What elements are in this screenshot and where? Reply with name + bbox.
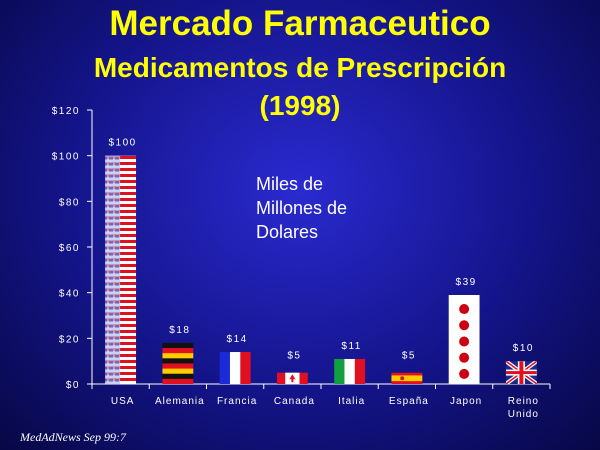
x-tick-label: Alemania xyxy=(155,396,205,407)
bar-francia xyxy=(219,352,251,384)
bar-value-label: $11 xyxy=(341,341,361,352)
y-tick-label: $120 xyxy=(52,106,80,117)
bar-value-label: $100 xyxy=(109,138,137,149)
chart-subtitle: Medicamentos de Prescripción xyxy=(93,52,507,83)
bar-value-label: $10 xyxy=(513,343,534,354)
y-tick-label: $40 xyxy=(59,289,80,300)
bar-value-label: $5 xyxy=(402,351,416,362)
y-tick-label: $80 xyxy=(59,197,80,208)
bar-value-label: $5 xyxy=(287,351,301,362)
y-tick-label: $20 xyxy=(59,334,80,345)
bar-usa xyxy=(105,155,137,384)
x-tick-label: Unido xyxy=(508,409,539,420)
bar-alemania xyxy=(162,342,194,384)
y-tick-label: $0 xyxy=(66,380,80,391)
chart-title: Mercado Farmaceutico xyxy=(109,4,491,43)
bar-reino-unido xyxy=(505,361,537,384)
units-line-2: Millones de xyxy=(256,198,348,218)
bar-italia xyxy=(334,358,366,384)
y-tick-label: $60 xyxy=(59,243,80,254)
units-note: Miles de Millones de Dolares xyxy=(256,172,347,244)
x-tick-label: España xyxy=(389,396,429,407)
x-tick-label: Canada xyxy=(274,396,315,407)
x-tick-label: Japon xyxy=(450,396,482,407)
chart-year: (1998) xyxy=(259,90,341,121)
bar-value-label: $18 xyxy=(169,325,190,336)
units-line-1: Miles de xyxy=(256,174,324,194)
x-tick-label: USA xyxy=(111,396,135,407)
x-tick-label: Reino xyxy=(508,396,539,407)
x-tick-label: Francia xyxy=(217,396,257,407)
bar-canada xyxy=(276,372,308,384)
bar-japon xyxy=(448,294,480,384)
y-tick-label: $100 xyxy=(52,152,80,163)
bar-value-label: $14 xyxy=(227,334,248,345)
bar-españa xyxy=(391,372,423,384)
units-line-3: Dolares xyxy=(256,222,319,242)
bar-value-label: $39 xyxy=(456,277,477,288)
source-note: MedAdNews Sep 99:7 xyxy=(20,430,126,444)
x-tick-label: Italia xyxy=(338,396,365,407)
